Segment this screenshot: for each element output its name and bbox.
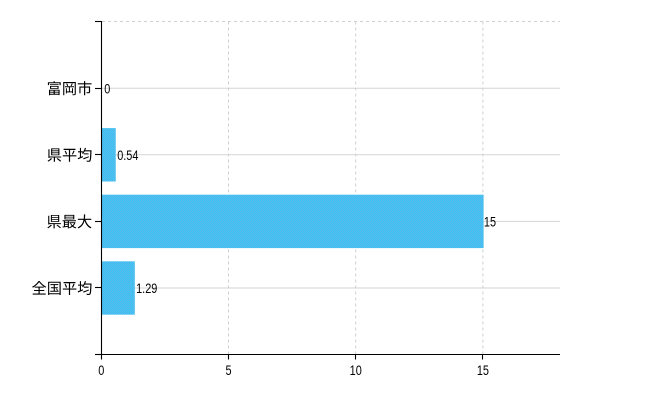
svg-text:15: 15: [484, 214, 496, 230]
svg-text:0.54: 0.54: [117, 148, 138, 164]
svg-text:0: 0: [98, 363, 104, 379]
svg-text:5: 5: [225, 363, 231, 379]
svg-text:0: 0: [104, 81, 110, 97]
svg-text:1.29: 1.29: [136, 281, 157, 297]
svg-text:15: 15: [477, 363, 489, 379]
svg-text:10: 10: [350, 363, 362, 379]
